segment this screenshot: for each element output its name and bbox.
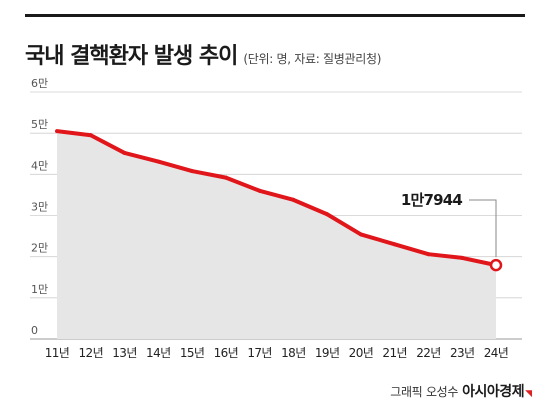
line-segment	[392, 242, 431, 257]
annotation-leader-line	[469, 199, 497, 258]
line-segment	[358, 232, 397, 247]
y-tick-label: 3만	[31, 201, 48, 214]
top-rule	[25, 14, 525, 17]
line-segment	[325, 212, 363, 237]
x-tick-label: 23년	[450, 346, 475, 360]
line-segment	[156, 159, 195, 174]
credit: 그래픽 오성수 아시아경제 ◥	[390, 381, 532, 401]
y-tick-label: 5만	[31, 118, 48, 131]
x-tick-label: 11년	[45, 346, 70, 360]
x-tick-label: 18년	[281, 346, 306, 360]
annotation-label: 1만7944	[401, 191, 463, 209]
y-tick-label: 0	[31, 324, 38, 337]
y-tick-label: 4만	[31, 159, 48, 172]
line-segment	[190, 169, 228, 180]
x-tick-label: 20년	[349, 346, 374, 360]
y-tick-label: 6만	[31, 77, 48, 90]
area-fill-group	[57, 131, 496, 339]
brand-logo: 아시아경제	[462, 384, 525, 400]
line-segment	[122, 150, 161, 164]
area-fill	[57, 131, 496, 339]
x-tick-label: 12년	[79, 346, 104, 360]
x-tick-label: 24년	[484, 346, 509, 360]
chart-subtitle: (단위: 명, 자료: 질병관리청)	[243, 52, 382, 66]
x-tick-label: 17년	[247, 346, 272, 360]
x-tick-label: 21년	[382, 346, 407, 360]
brand-mark-icon: ◥	[525, 389, 532, 399]
x-tick-label: 22년	[416, 346, 441, 360]
x-tick-label: 13년	[112, 346, 137, 360]
x-axis-ticks: 11년 12년 13년 14년 15년 16년 17년 18년 19년 20년 21년 22년 23년 2…	[45, 346, 509, 360]
annotation-group: 1만7944	[401, 191, 503, 272]
header: 국내 결핵환자 발생 추이 (단위: 명, 자료: 질병관리청)	[25, 38, 381, 70]
x-tick-label: 19년	[315, 346, 340, 360]
line-segment	[223, 175, 262, 193]
x-tick-label: 14년	[146, 346, 171, 360]
line-segment	[257, 188, 296, 202]
graphic-credit: 그래픽 오성수	[390, 385, 459, 399]
y-axis-ticks: 0 1만 2만 3만 4만 5만 6만	[31, 77, 48, 337]
x-tick-label: 16년	[214, 346, 239, 360]
last-point-marker	[489, 258, 503, 272]
series-line-group	[55, 129, 498, 268]
y-tick-label: 2만	[31, 242, 48, 255]
chart-title: 국내 결핵환자 발생 추이	[25, 44, 238, 69]
x-tick-label: 15년	[180, 346, 205, 360]
y-tick-label: 1만	[31, 283, 48, 296]
line-segment	[88, 133, 127, 155]
line-segment	[291, 197, 330, 217]
line-segment	[426, 252, 465, 260]
line-segment	[55, 129, 93, 138]
